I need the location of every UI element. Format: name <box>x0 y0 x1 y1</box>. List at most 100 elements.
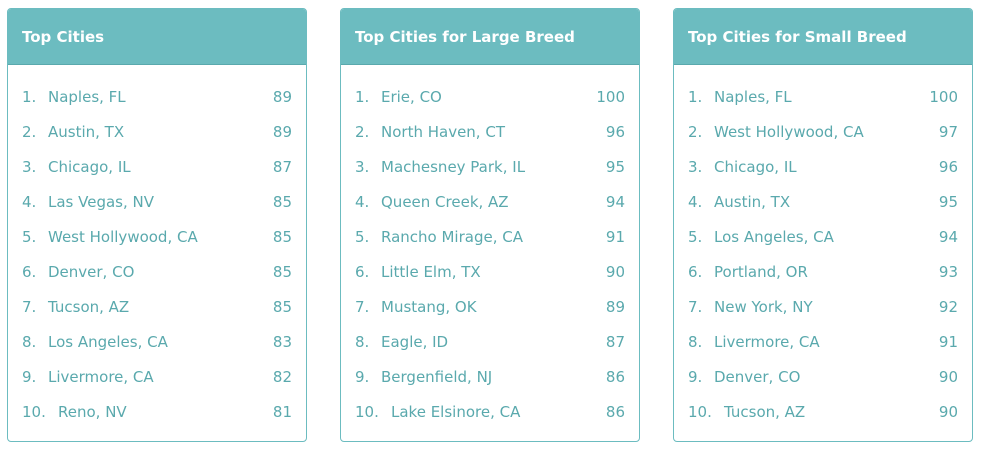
score-value: 100 <box>929 88 958 106</box>
list-item: 5. West Hollywood, CA 85 <box>8 225 306 249</box>
score-value: 82 <box>272 368 292 386</box>
card-top-cities-small-breed: Top Cities for Small Breed 1. Naples, FL 1… <box>673 8 973 442</box>
list-item: 2. Austin, TX 89 <box>8 120 306 144</box>
rank-number: 5. <box>688 228 703 246</box>
score-value: 89 <box>605 298 625 316</box>
rank-number: 1. <box>22 88 37 106</box>
card-top-cities: Top Cities 1. Naples, FL 89 2. Austin, TX 89 3… <box>7 8 307 442</box>
city-name: Reno, NV <box>58 403 127 421</box>
list-item: 1. Erie, CO 100 <box>341 85 639 109</box>
rank-number: 2. <box>22 123 37 141</box>
score-value: 90 <box>938 403 958 421</box>
city-name: Queen Creek, AZ <box>381 193 509 211</box>
rank-number: 5. <box>355 228 370 246</box>
city-name: Las Vegas, NV <box>48 193 155 211</box>
city-name: Bergenfield, NJ <box>381 368 493 386</box>
city-name: Livermore, CA <box>714 333 820 351</box>
list-item: 8. Eagle, ID 87 <box>341 330 639 354</box>
rank-number: 2. <box>688 123 703 141</box>
list-item: 6. Little Elm, TX 90 <box>341 260 639 284</box>
rank-number: 1. <box>355 88 370 106</box>
city-name: Naples, FL <box>714 88 792 106</box>
list-item: 10. Reno, NV 81 <box>8 400 306 424</box>
rank-number: 8. <box>22 333 37 351</box>
list-item: 6. Denver, CO 85 <box>8 260 306 284</box>
city-name: Los Angeles, CA <box>714 228 834 246</box>
list-item: 7. Tucson, AZ 85 <box>8 295 306 319</box>
card-title: Top Cities for Small Breed <box>674 9 972 65</box>
list-item: 4. Las Vegas, NV 85 <box>8 190 306 214</box>
rank-number: 10. <box>355 403 379 421</box>
score-value: 96 <box>605 123 625 141</box>
city-name: Tucson, AZ <box>724 403 806 421</box>
score-value: 90 <box>605 263 625 281</box>
list-item: 9. Livermore, CA 82 <box>8 365 306 389</box>
list-item: 3. Chicago, IL 96 <box>674 155 972 179</box>
score-value: 83 <box>272 333 292 351</box>
rank-number: 9. <box>22 368 37 386</box>
list-item: 7. Mustang, OK 89 <box>341 295 639 319</box>
city-name: Naples, FL <box>48 88 126 106</box>
card-top-cities-large-breed: Top Cities for Large Breed 1. Erie, CO 100… <box>340 8 640 442</box>
city-name: Little Elm, TX <box>381 263 481 281</box>
rank-number: 5. <box>22 228 37 246</box>
list-item: 4. Queen Creek, AZ 94 <box>341 190 639 214</box>
rank-number: 4. <box>688 193 703 211</box>
rank-number: 4. <box>22 193 37 211</box>
city-name: Tucson, AZ <box>48 298 130 316</box>
score-value: 92 <box>938 298 958 316</box>
score-value: 100 <box>596 88 625 106</box>
city-name: Chicago, IL <box>48 158 131 176</box>
score-value: 87 <box>272 158 292 176</box>
list-item: 5. Rancho Mirage, CA 91 <box>341 225 639 249</box>
rank-number: 6. <box>355 263 370 281</box>
score-value: 85 <box>272 228 292 246</box>
score-value: 85 <box>272 298 292 316</box>
score-value: 91 <box>605 228 625 246</box>
score-value: 89 <box>272 123 292 141</box>
score-value: 95 <box>605 158 625 176</box>
score-value: 94 <box>605 193 625 211</box>
city-name: New York, NY <box>714 298 813 316</box>
card-title: Top Cities <box>8 9 306 65</box>
city-name: Denver, CO <box>48 263 135 281</box>
city-name: Lake Elsinore, CA <box>391 403 521 421</box>
rank-number: 8. <box>688 333 703 351</box>
rank-number: 2. <box>355 123 370 141</box>
list-item: 1. Naples, FL 89 <box>8 85 306 109</box>
rank-number: 3. <box>688 158 703 176</box>
rank-number: 9. <box>355 368 370 386</box>
rank-number: 10. <box>22 403 46 421</box>
city-name: Portland, OR <box>714 263 808 281</box>
rank-number: 10. <box>688 403 712 421</box>
city-name: Austin, TX <box>714 193 791 211</box>
list-item: 2. North Haven, CT 96 <box>341 120 639 144</box>
rank-number: 3. <box>355 158 370 176</box>
list-item: 3. Machesney Park, IL 95 <box>341 155 639 179</box>
list-item: 8. Los Angeles, CA 83 <box>8 330 306 354</box>
score-value: 86 <box>605 403 625 421</box>
list-item: 2. West Hollywood, CA 97 <box>674 120 972 144</box>
rank-number: 9. <box>688 368 703 386</box>
score-value: 81 <box>272 403 292 421</box>
list-item: 3. Chicago, IL 87 <box>8 155 306 179</box>
card-title: Top Cities for Large Breed <box>341 9 639 65</box>
score-value: 91 <box>938 333 958 351</box>
city-name: West Hollywood, CA <box>48 228 198 246</box>
city-name: Chicago, IL <box>714 158 797 176</box>
city-name: Los Angeles, CA <box>48 333 168 351</box>
city-name: North Haven, CT <box>381 123 505 141</box>
city-name: Denver, CO <box>714 368 801 386</box>
city-name: West Hollywood, CA <box>714 123 864 141</box>
rank-number: 6. <box>688 263 703 281</box>
list-item: 9. Denver, CO 90 <box>674 365 972 389</box>
score-value: 87 <box>605 333 625 351</box>
list-item: 1. Naples, FL 100 <box>674 85 972 109</box>
score-value: 85 <box>272 193 292 211</box>
score-value: 85 <box>272 263 292 281</box>
list-item: 6. Portland, OR 93 <box>674 260 972 284</box>
city-name: Eagle, ID <box>381 333 449 351</box>
list-item: 8. Livermore, CA 91 <box>674 330 972 354</box>
score-value: 95 <box>938 193 958 211</box>
rank-number: 3. <box>22 158 37 176</box>
